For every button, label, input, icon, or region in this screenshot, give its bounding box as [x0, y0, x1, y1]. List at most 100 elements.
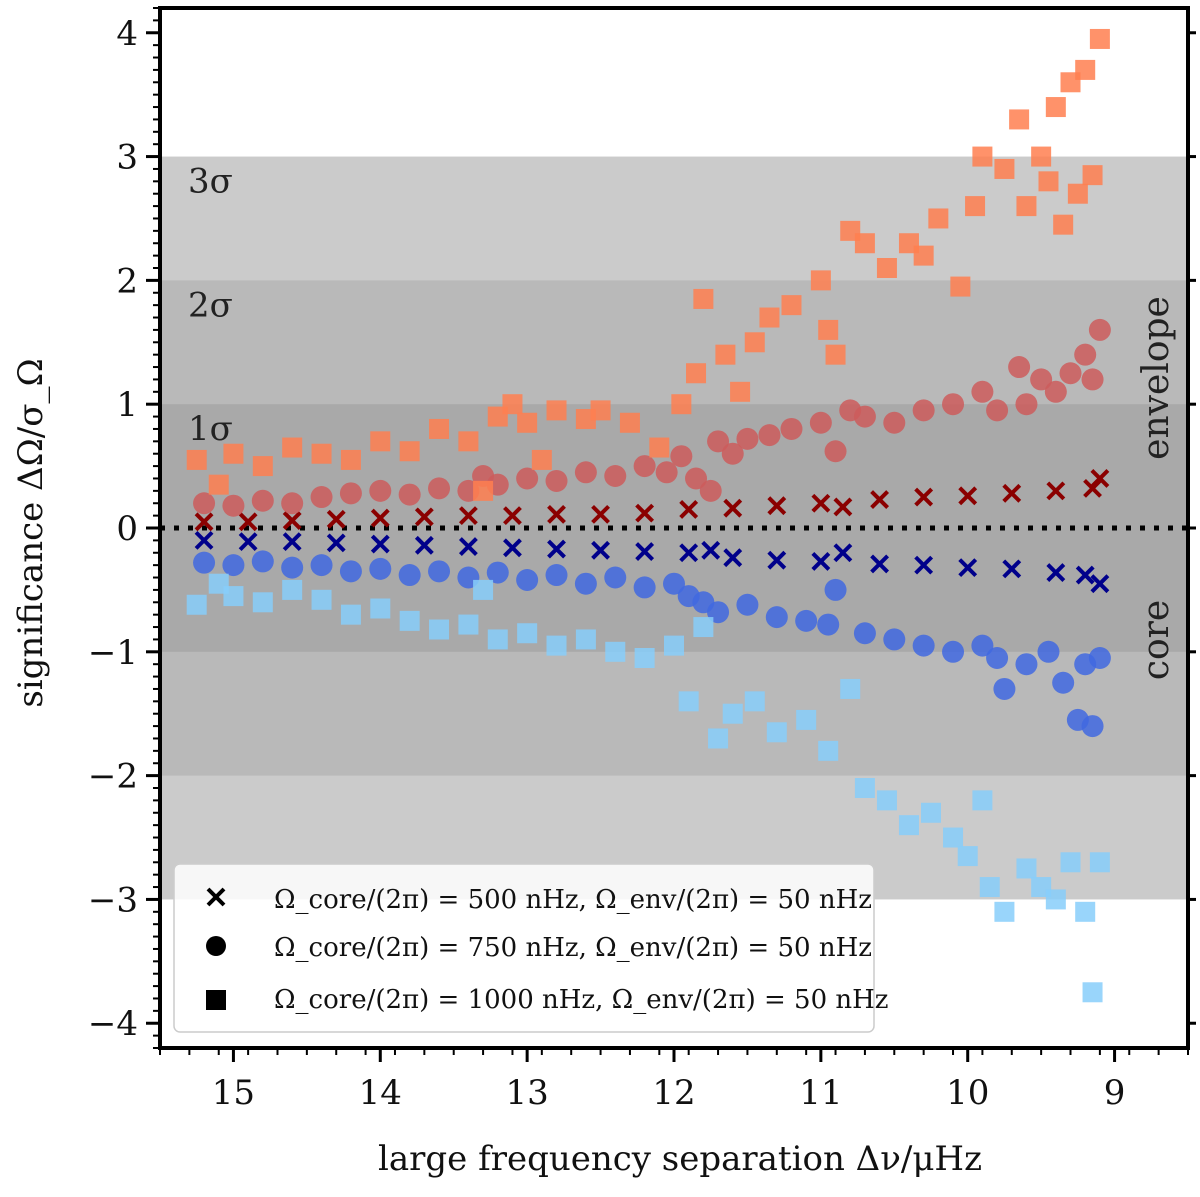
point-s3-26: [883, 628, 906, 651]
point-s0-22: [1090, 469, 1110, 488]
point-s1-4: [370, 534, 390, 554]
point-s2-40: [1074, 343, 1097, 366]
point-s2-42: [1088, 318, 1111, 341]
point-s3-34: [1052, 671, 1075, 694]
point-s0-20: [1046, 481, 1066, 501]
point-s4-25: [730, 381, 751, 402]
point-s3-22: [795, 609, 818, 632]
y-tick-label-6: 2: [116, 261, 138, 301]
y-tick-label-0: −4: [88, 1004, 138, 1044]
point-s4-45: [1038, 171, 1059, 192]
point-s1-20: [1002, 559, 1022, 579]
legend-marker-x-icon: [206, 887, 226, 907]
point-s2-33: [971, 380, 994, 403]
point-s4-30: [818, 319, 839, 340]
point-s1-8: [547, 539, 566, 559]
point-s1-17: [870, 554, 890, 574]
series-3: [193, 550, 1111, 738]
point-s5-40: [1060, 852, 1081, 873]
point-s4-36: [913, 245, 934, 266]
point-s1-12: [701, 540, 721, 560]
point-s4-8: [399, 441, 420, 462]
point-s1-13: [723, 548, 743, 568]
point-s4-6: [340, 449, 361, 470]
point-s5-21: [708, 728, 729, 749]
point-s0-13: [767, 496, 787, 516]
point-s2-29: [853, 405, 876, 428]
point-s5-11: [473, 579, 494, 600]
point-s4-33: [854, 233, 875, 254]
point-s1-14: [767, 550, 787, 570]
point-s4-7: [370, 431, 391, 452]
point-s2-37: [1030, 368, 1053, 391]
point-s4-24: [715, 344, 736, 365]
point-s5-16: [605, 641, 626, 662]
point-s4-1: [208, 474, 229, 495]
point-s3-20: [736, 593, 759, 616]
point-s4-18: [590, 400, 611, 421]
point-s2-19: [685, 467, 708, 490]
point-s4-5: [311, 443, 332, 464]
point-s4-47: [1053, 214, 1074, 235]
point-s0-12: [723, 498, 743, 518]
point-s0-6: [458, 506, 478, 526]
point-s0-2: [282, 511, 302, 530]
point-s1-15: [811, 552, 831, 571]
x-tick-label-6: 9: [1104, 1073, 1126, 1113]
point-s5-13: [517, 623, 538, 644]
y-tick-label-7: 3: [116, 138, 138, 178]
y-tick-label-2: −2: [88, 757, 138, 797]
point-s4-43: [1016, 196, 1037, 217]
point-s5-10: [458, 614, 479, 635]
point-s4-34: [876, 258, 897, 278]
y-tick-label-4: 0: [116, 509, 138, 549]
side-label-envelope: envelope: [1136, 296, 1177, 460]
point-s2-13: [545, 469, 568, 492]
band-label-1sigma: 1σ: [188, 409, 233, 449]
point-s0-1: [238, 512, 258, 532]
legend-label-1000nhz: Ω_core/(2π) = 1000 nHz, Ω_env/(2π) = 50 …: [274, 985, 889, 1015]
point-s2-32: [942, 393, 965, 416]
point-s3-13: [574, 572, 597, 595]
legend-label-500nhz: Ω_core/(2π) = 500 nHz, Ω_env/(2π) = 50 n…: [274, 885, 872, 915]
x-tick-label-2: 13: [506, 1073, 549, 1113]
point-s4-27: [759, 307, 780, 328]
point-s5-41: [1075, 901, 1096, 922]
point-s3-11: [516, 569, 539, 591]
point-s5-6: [340, 604, 361, 625]
point-s4-2: [223, 443, 244, 464]
y-axis-label: significance ΔΩ/σ_Ω: [11, 358, 51, 707]
point-s2-7: [398, 483, 421, 506]
point-s5-4: [282, 579, 303, 600]
point-s1-9: [591, 540, 610, 560]
point-s2-25: [780, 417, 803, 440]
side-label-core: core: [1136, 600, 1177, 680]
point-s4-3: [252, 456, 273, 477]
point-s1-16: [833, 543, 853, 563]
point-s5-7: [370, 598, 391, 619]
point-s3-12: [545, 564, 568, 587]
point-s2-21: [707, 430, 730, 453]
point-s5-30: [898, 815, 919, 836]
point-s5-39: [1045, 889, 1066, 910]
point-s5-23: [744, 691, 765, 712]
point-s4-40: [972, 146, 993, 167]
point-s0-0: [194, 512, 214, 532]
point-s3-8: [428, 560, 451, 583]
point-s5-33: [957, 846, 978, 867]
legend-label-750nhz: Ω_core/(2π) = 750 nHz, Ω_env/(2π) = 50 n…: [274, 933, 872, 963]
point-s4-38: [950, 276, 971, 297]
x-tick-label-4: 11: [799, 1073, 842, 1113]
point-s2-39: [1059, 362, 1082, 385]
point-s5-28: [854, 778, 875, 798]
point-s0-17: [914, 487, 934, 507]
point-s3-16: [663, 572, 685, 595]
point-s3-4: [310, 554, 333, 577]
point-s4-46: [1045, 97, 1066, 118]
point-s4-23: [693, 288, 714, 309]
point-s4-16: [546, 400, 567, 421]
point-s3-2: [251, 550, 274, 573]
point-s2-20: [699, 479, 722, 502]
